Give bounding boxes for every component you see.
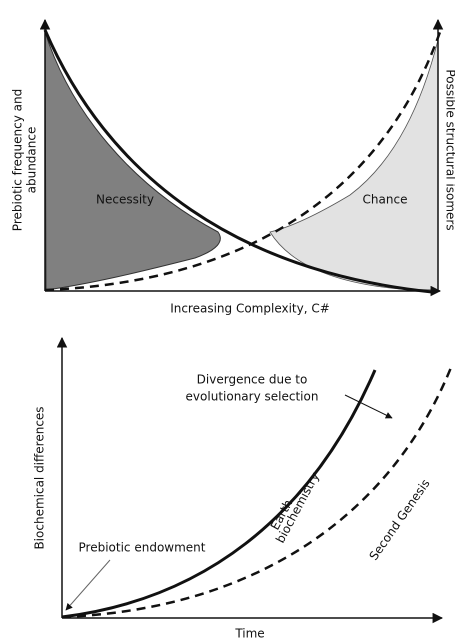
region-label: Chance bbox=[363, 193, 408, 207]
bottom-panel: Biochemical differences Time Divergence … bbox=[33, 336, 454, 641]
second-genesis-curve bbox=[61, 364, 454, 619]
chance-region bbox=[269, 39, 439, 291]
y-label: Prebiotic frequency and bbox=[11, 89, 25, 231]
earth-curve bbox=[61, 369, 377, 619]
y2-label: Possible structural isomers bbox=[444, 69, 455, 230]
x-label: Increasing Complexity, C# bbox=[170, 302, 330, 316]
y-label: Biochemical differences bbox=[33, 406, 47, 549]
divergence-arrow bbox=[344, 394, 393, 419]
region-label: Necessity bbox=[96, 193, 154, 207]
y-label: abundance bbox=[25, 127, 39, 194]
isomer-curve bbox=[44, 31, 442, 292]
annotation: Divergence due to bbox=[197, 373, 308, 387]
frequency-curve bbox=[43, 29, 433, 294]
endowment-arrow bbox=[65, 559, 111, 611]
origin-label: Prebiotic endowment bbox=[79, 541, 206, 555]
necessity-region bbox=[44, 31, 221, 291]
x-label: Time bbox=[234, 627, 264, 641]
annotation: evolutionary selection bbox=[186, 390, 319, 404]
curve-label: Second Genesis bbox=[366, 477, 432, 563]
top-panel: Prebiotic frequency and abundance Possib… bbox=[11, 18, 455, 316]
